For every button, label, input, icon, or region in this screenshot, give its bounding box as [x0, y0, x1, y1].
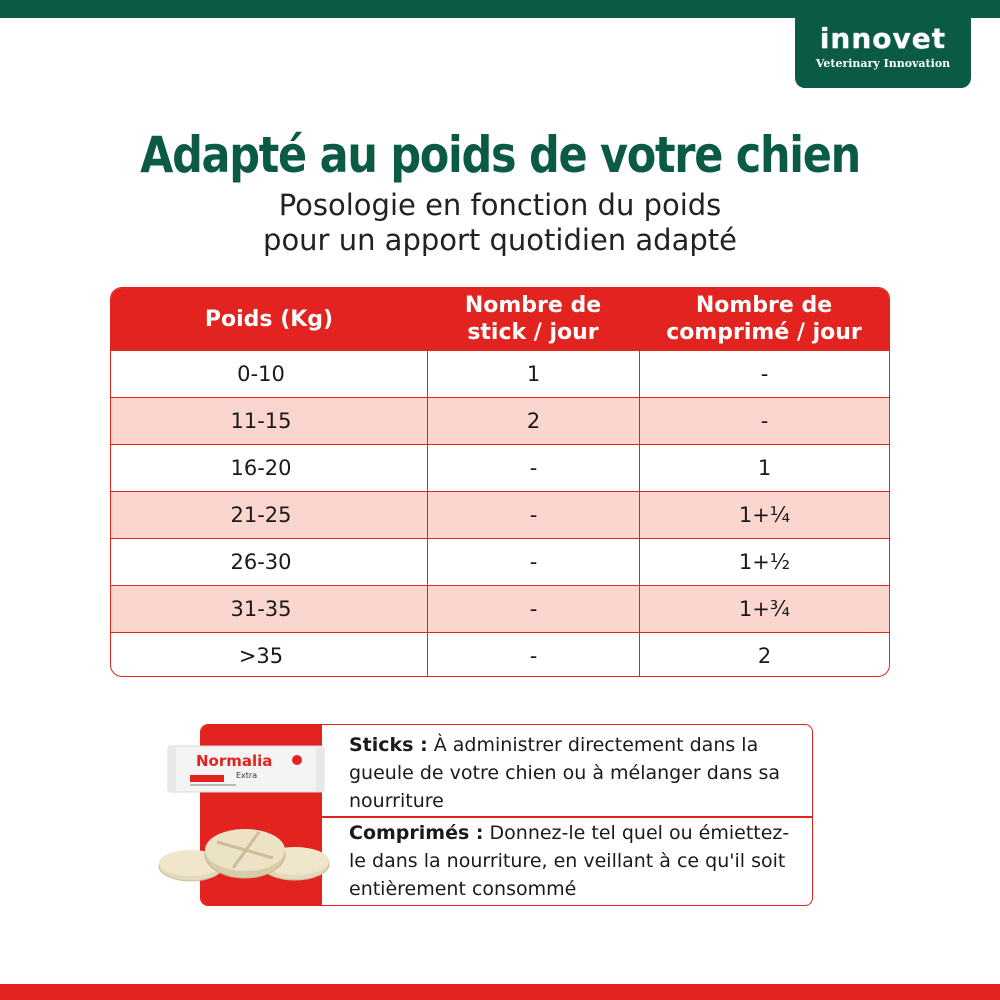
header-tablets: Nombre de comprimé / jour	[639, 288, 889, 350]
table-row: 31-35 - 1+¾	[111, 585, 889, 632]
weight-cell: 31-35	[230, 597, 292, 621]
page-title: Adapté au poids de votre chien	[140, 126, 861, 184]
sticks-cell: -	[427, 586, 639, 632]
header-weight-label: Poids (Kg)	[204, 306, 334, 332]
tablets-text: Donnez-le tel quel ou émiettez-le dans l…	[349, 822, 790, 900]
weight-cell: 26-30	[230, 550, 292, 574]
tablets-cell: 1+½	[639, 539, 889, 585]
sticks-cell: -	[427, 492, 639, 538]
top-bar	[0, 0, 1000, 18]
header-tablets-line2: comprimé / jour	[666, 320, 862, 345]
brand-tagline: Veterinary Innovation	[815, 57, 951, 70]
dosage-table: Poids (Kg) Nombre de stick / jour Nombre…	[110, 287, 890, 677]
tablets-cell: 1+¼	[639, 492, 889, 538]
table-row: 16-20 - 1	[111, 444, 889, 491]
sticks-cell: -	[427, 539, 639, 585]
weight-cell: >35	[238, 644, 284, 668]
sticks-cell: -	[427, 633, 639, 676]
sticks-cell: 2	[427, 398, 639, 444]
tablets-cell: -	[639, 398, 889, 444]
brand-logo: innovet Veterinary Innovation	[795, 18, 971, 88]
tablets-cell: 2	[639, 633, 889, 676]
weight-cell: 21-25	[230, 503, 292, 527]
stick-variant-text: Extra	[236, 771, 257, 780]
bottom-bar	[0, 984, 1000, 1000]
weight-cell: 0-10	[237, 362, 285, 386]
table-row: >35 - 2	[111, 632, 889, 676]
table-row: 0-10 1 -	[111, 350, 889, 397]
tablets-cell: 1	[639, 445, 889, 491]
header-sticks: Nombre de stick / jour	[427, 288, 639, 350]
sticks-label: Sticks :	[349, 734, 428, 756]
subtitle-line-1: Posologie en fonction du poids	[278, 188, 722, 222]
brand-name: innovet	[819, 22, 947, 55]
sticks-cell: -	[427, 445, 639, 491]
stick-sachet-icon: Normalia Extra	[167, 745, 325, 793]
tablets-instruction: Comprimés : Donnez-le tel quel ou émiett…	[349, 819, 799, 903]
sticks-text: À administrer directement dans la gueule…	[349, 734, 780, 812]
table-row: 21-25 - 1+¼	[111, 491, 889, 538]
tablets-cell: -	[639, 351, 889, 397]
sticks-instruction: Sticks : À administrer directement dans …	[349, 731, 799, 815]
sticks-cell: 1	[427, 351, 639, 397]
usage-divider	[322, 816, 812, 818]
table-header: Poids (Kg) Nombre de stick / jour Nombre…	[111, 288, 889, 350]
weight-cell: 11-15	[230, 409, 292, 433]
subtitle-line-2: pour un apport quotidien adapté	[263, 223, 737, 257]
header-sticks-line2: stick / jour	[467, 320, 599, 345]
tablets-label: Comprimés :	[349, 822, 484, 844]
header-weight: Poids (Kg)	[111, 288, 427, 350]
header-tablets-line1: Nombre de	[695, 293, 833, 318]
tablets-icon	[158, 829, 330, 882]
weight-cell: 16-20	[230, 456, 292, 480]
table-row: 11-15 2 -	[111, 397, 889, 444]
header-sticks-line1: Nombre de	[464, 293, 602, 318]
table-row: 26-30 - 1+½	[111, 538, 889, 585]
tablets-cell: 1+¾	[639, 586, 889, 632]
stick-brand-text: Normalia	[196, 752, 272, 770]
